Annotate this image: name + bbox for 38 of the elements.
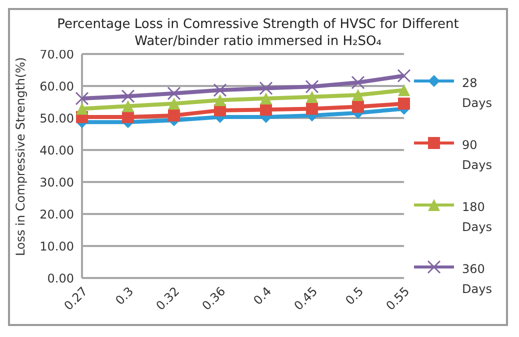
y-tick-label: 0.00 (47, 271, 74, 286)
y-tick-label: 10.00 (40, 239, 74, 254)
legend-label: 28 Days (462, 75, 493, 112)
point (122, 111, 134, 124)
y-axis-title: Loss in Compressive Strength(%) (13, 57, 28, 256)
point (213, 83, 227, 97)
point (167, 86, 181, 100)
point (75, 92, 89, 106)
point (398, 98, 410, 110)
point (306, 90, 318, 103)
legend-label: 90 Days (462, 137, 493, 174)
point (398, 84, 410, 96)
point (305, 80, 319, 94)
y-tick-label: 50.00 (40, 111, 74, 126)
point (352, 88, 364, 101)
point (397, 69, 411, 83)
point (260, 104, 272, 116)
y-tick-label: 20.00 (40, 207, 74, 222)
y-tick-label: 40.00 (40, 143, 74, 158)
point (76, 102, 88, 115)
point (214, 94, 226, 106)
y-tick-label: 30.00 (40, 175, 74, 190)
point (168, 98, 180, 110)
point (168, 109, 180, 122)
legend-label: 180 Days (462, 199, 493, 236)
x-tick-label: 0.3 (112, 284, 136, 308)
chart-title: Percentage Loss in Comressive Strength of HVSC for Different Water/binder ratio immersed in H₂SO₄ (57, 17, 459, 49)
x-tick-label: 0.5 (342, 284, 366, 308)
point (352, 100, 364, 113)
point (259, 81, 273, 95)
point (306, 102, 318, 115)
y-tick-label: 60.00 (40, 79, 74, 94)
legend-label: 360 Days (462, 261, 493, 298)
x-tick-label: 0.4 (250, 284, 274, 308)
point (351, 76, 365, 90)
point (121, 89, 135, 103)
point (260, 92, 272, 104)
point (122, 100, 134, 112)
